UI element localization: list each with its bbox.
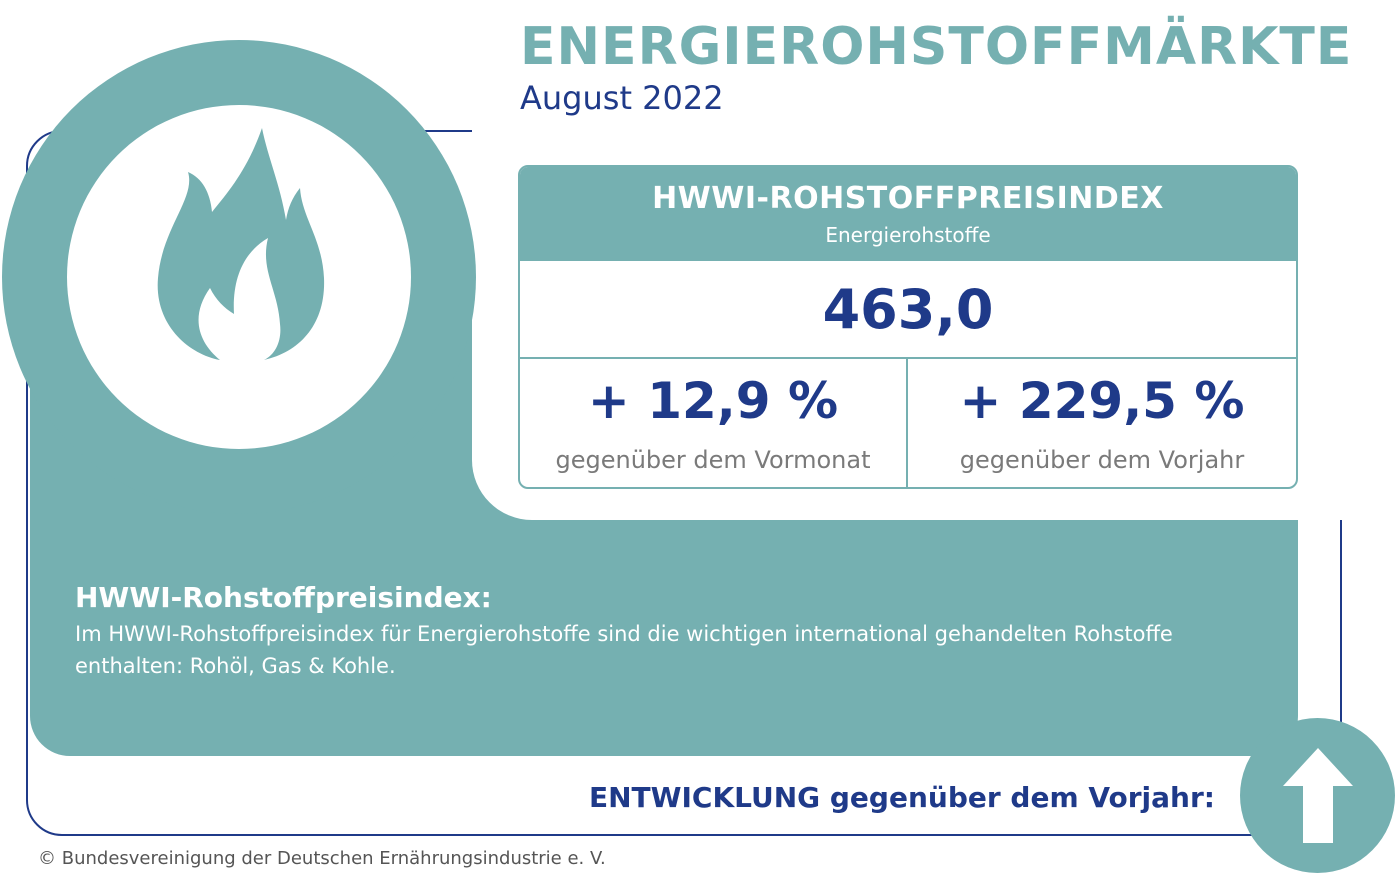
index-subtitle: Energierohstoffe	[825, 223, 991, 247]
icon-circle-inner	[67, 105, 411, 449]
page-title: ENERGIEROHSTOFFMÄRKTE	[520, 17, 1353, 77]
yearly-change-cell: + 229,5 % gegenüber dem Vorjahr	[908, 359, 1296, 487]
monthly-change-label: gegenüber dem Vormonat	[555, 446, 871, 474]
index-title: HWWI-ROHSTOFFPREISINDEX	[652, 181, 1164, 216]
index-value: 463,0	[520, 261, 1296, 359]
monthly-change-cell: + 12,9 % gegenüber dem Vormonat	[520, 359, 908, 487]
yearly-change-label: gegenüber dem Vorjahr	[959, 446, 1245, 474]
trend-label: ENTWICKLUNG gegenüber dem Vorjahr:	[588, 781, 1215, 814]
arrow-up-icon	[1283, 748, 1353, 843]
description-heading: HWWI-Rohstoffpreisindex:	[75, 581, 492, 614]
monthly-change-value: + 12,9 %	[587, 372, 839, 430]
description-body: Im HWWI-Rohstoffpreisindex für Energiero…	[75, 622, 1173, 678]
copyright: © Bundesvereinigung der Deutschen Ernähr…	[38, 848, 606, 869]
yearly-change-value: + 229,5 %	[959, 372, 1245, 430]
index-header: HWWI-ROHSTOFFPREISINDEX Energierohstoffe	[520, 167, 1296, 261]
index-box: HWWI-ROHSTOFFPREISINDEX Energierohstoffe…	[518, 165, 1298, 489]
page-subtitle: August 2022	[520, 79, 724, 117]
flame-icon	[157, 128, 325, 360]
